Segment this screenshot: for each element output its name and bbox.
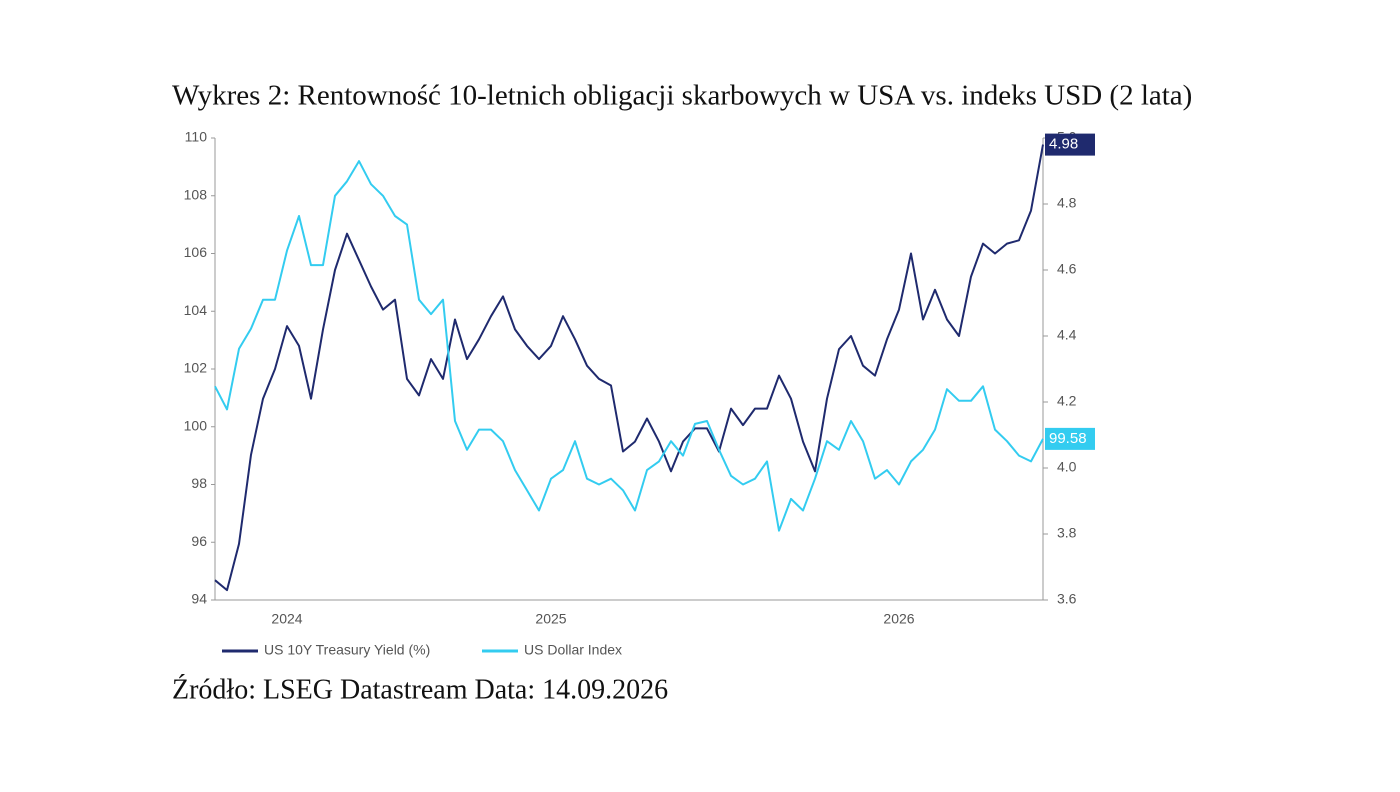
- legend-label: US Dollar Index: [524, 642, 622, 658]
- y-tick-label: 96: [191, 533, 207, 549]
- end-label-box: [1045, 427, 1095, 450]
- x-tick-label: 2024: [271, 611, 302, 627]
- y2-tick-label: 4.4: [1057, 327, 1077, 343]
- y-tick-label: 94: [191, 591, 207, 607]
- y-tick-label: 102: [184, 360, 208, 376]
- y2-tick-label: 3.8: [1057, 525, 1077, 541]
- x-tick-label: 2026: [883, 611, 914, 627]
- source: Źródło: LSEG Datastream Data: 14.09.2026: [172, 674, 668, 705]
- y2-tick-label: 4.8: [1057, 195, 1077, 211]
- line: [214, 144, 1044, 592]
- end-label: 99.58: [1049, 430, 1087, 447]
- y-tick-label: 106: [184, 244, 208, 260]
- y-tick-label: 108: [184, 186, 208, 202]
- y2-tick-label: 4.2: [1057, 393, 1077, 409]
- y-tick-label: 98: [191, 475, 207, 491]
- end-label: 4.98: [1049, 136, 1078, 153]
- end-label-box: [1045, 133, 1095, 156]
- y-tick-label: 100: [184, 417, 208, 433]
- y2-tick-label: 3.6: [1057, 591, 1077, 607]
- chart-title: Wykres 2: Rentowność 10-letnich obligacj…: [172, 80, 1192, 112]
- y-tick-label: 110: [185, 129, 208, 145]
- y-tick-label: 104: [184, 302, 208, 318]
- line: [214, 160, 1044, 532]
- legend-label: US 10Y Treasury Yield (%): [264, 642, 430, 658]
- x-tick-label: 2025: [535, 611, 566, 627]
- y2-tick-label: 4.0: [1057, 459, 1077, 475]
- y2-tick-label: 4.6: [1057, 261, 1077, 277]
